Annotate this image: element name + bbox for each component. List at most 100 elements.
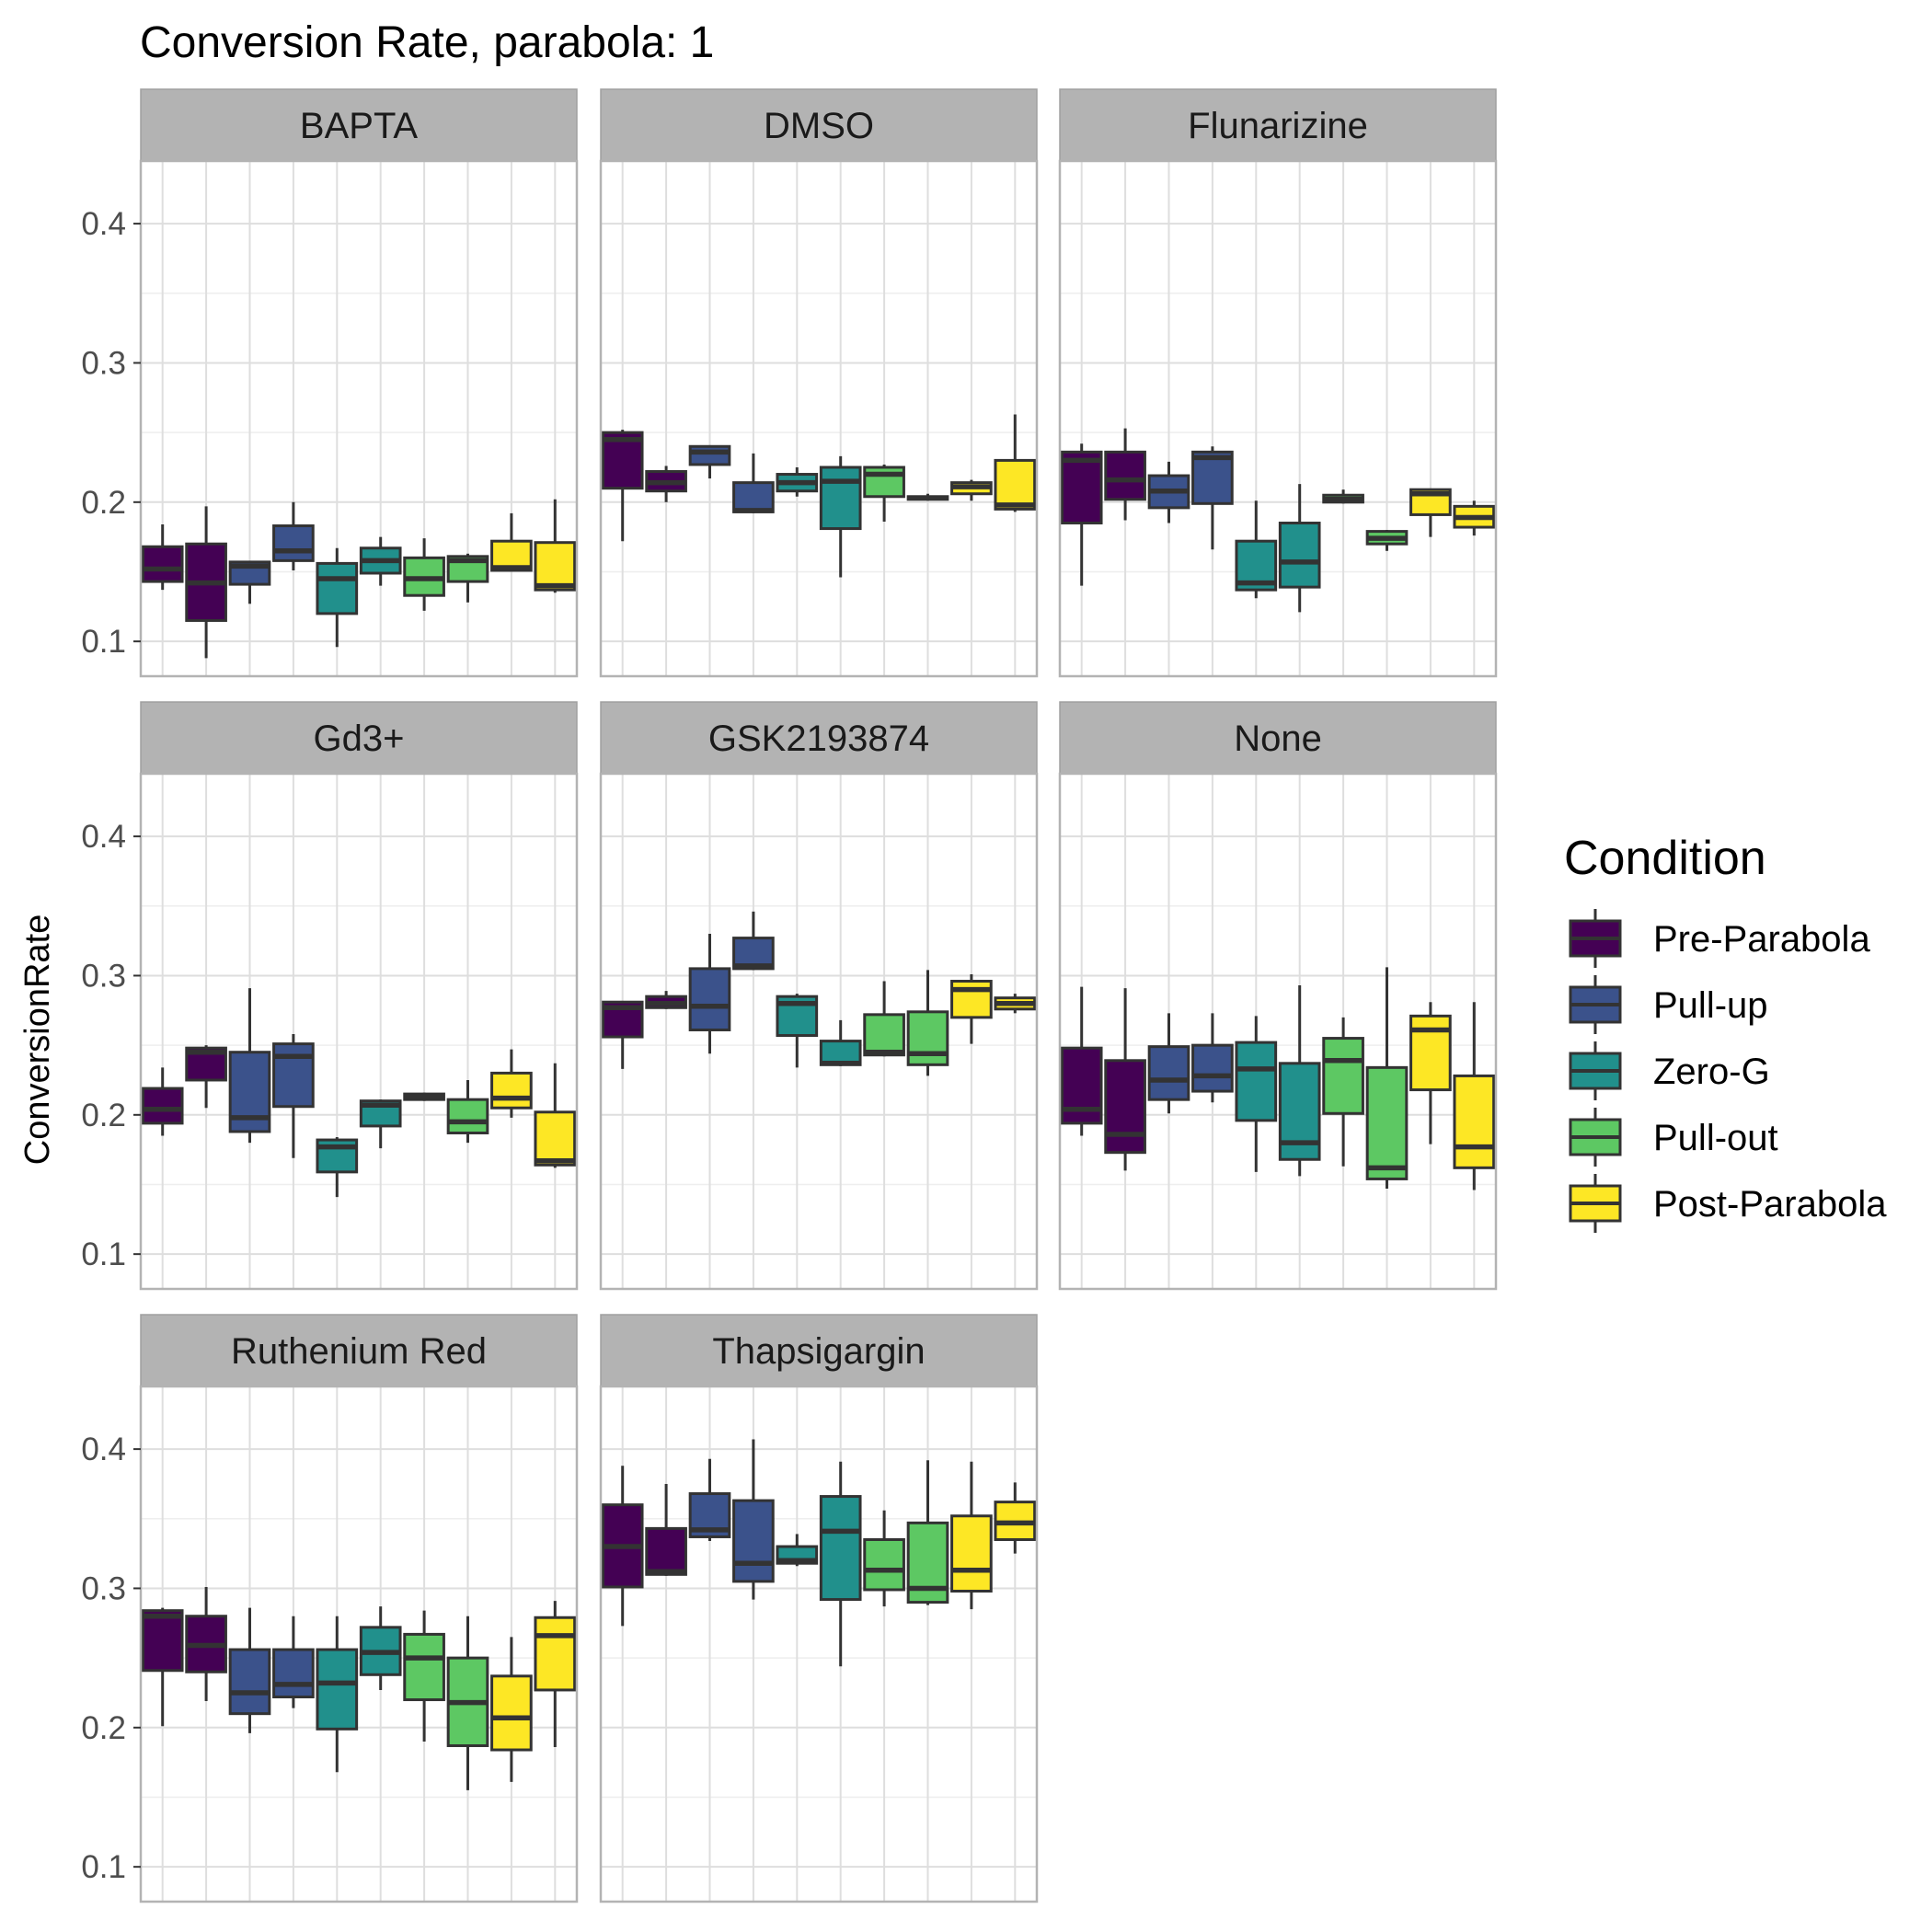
box-zero-g <box>776 466 819 497</box>
legend-items: Pre-Parabola Pull-up Zero-G Pull-out Post-Pa… <box>1569 909 1887 1233</box>
box-zero-g <box>776 994 819 1068</box>
box-pre-parabola <box>1104 428 1146 521</box>
legend-label: Pull-out <box>1653 1118 1778 1158</box>
box-post-parabola <box>950 479 993 501</box>
box-pull-out <box>1322 489 1364 504</box>
box-pre-parabola <box>141 524 184 591</box>
box-zero-g <box>316 547 359 648</box>
box-iqr <box>316 1648 359 1731</box>
box-iqr <box>1191 450 1234 505</box>
box-iqr <box>1409 1014 1452 1092</box>
box-zero-g <box>1278 484 1321 613</box>
facet-strip <box>140 701 578 775</box>
facet-strip-label: Flunarizine <box>1188 106 1368 146</box>
box-pull-up <box>228 988 271 1144</box>
box-iqr <box>1278 522 1321 589</box>
box-zero-g <box>776 1534 819 1567</box>
facet-strip-label: None <box>1234 719 1322 759</box>
box-pre-parabola <box>601 1000 644 1069</box>
facet-strip-label: BAPTA <box>300 106 419 146</box>
legend-item-pull-up: Pull-up <box>1569 975 1768 1034</box>
box-iqr <box>688 444 731 466</box>
y-tick-label: 0.1 <box>81 624 126 660</box>
facet-thapsigargin: Thapsigargin <box>599 1314 1039 1903</box>
box-post-parabola <box>534 1601 577 1747</box>
box-post-parabola <box>1409 488 1452 537</box>
legend-label: Pre-Parabola <box>1653 919 1870 960</box>
box-pull-up <box>272 1034 315 1158</box>
box-zero-g <box>1235 500 1278 599</box>
box-pull-up <box>1147 461 1190 523</box>
box-iqr <box>228 1648 271 1716</box>
box-iqr <box>272 1042 315 1109</box>
box-pull-up <box>272 501 315 570</box>
box-pull-out <box>1322 1017 1364 1167</box>
box-pre-parabola <box>1060 443 1103 586</box>
box-zero-g <box>819 1019 862 1066</box>
box-post-parabola <box>994 1482 1037 1554</box>
box-pull-out <box>863 981 905 1057</box>
box-iqr <box>1235 1041 1278 1122</box>
box-zero-g <box>1278 985 1321 1177</box>
box-post-parabola <box>534 1063 577 1168</box>
box-pre-parabola <box>1104 988 1146 1171</box>
y-tick-label: 0.3 <box>81 1570 126 1606</box>
panel-background <box>601 161 1037 676</box>
box-post-parabola <box>950 1461 993 1610</box>
box-pre-parabola <box>645 991 687 1009</box>
box-iqr <box>141 545 184 583</box>
facet-gd3: Gd3+ 0.1 0.2 0.3 0.4 <box>81 701 579 1291</box>
box-zero-g <box>819 455 862 578</box>
legend-item-post-parabola: Post-Parabola <box>1569 1174 1887 1233</box>
panel-border <box>1058 159 1498 678</box>
legend-item-pre-parabola: Pre-Parabola <box>1569 909 1870 968</box>
facet-strip <box>1059 88 1497 162</box>
box-pull-up <box>1147 1013 1190 1114</box>
box-pull-up <box>732 911 775 971</box>
panel-border <box>139 159 579 678</box>
facet-bapta: BAPTA 0.1 0.2 0.3 0.4 <box>81 88 579 678</box>
box-pre-parabola <box>645 1483 687 1576</box>
legend-label: Pull-up <box>1653 985 1768 1026</box>
box-iqr <box>950 1514 993 1593</box>
facet-strip-label: Thapsigargin <box>712 1331 925 1372</box>
box-pre-parabola <box>141 1607 184 1727</box>
box-post-parabola <box>1409 1002 1452 1144</box>
box-iqr <box>688 967 731 1031</box>
box-iqr <box>732 481 775 513</box>
box-iqr <box>819 1495 862 1602</box>
box-iqr <box>403 1632 445 1702</box>
panel-border <box>599 159 1039 678</box>
box-pre-parabola <box>601 1466 644 1627</box>
box-zero-g <box>316 1616 359 1773</box>
y-tick-label: 0.4 <box>81 819 126 855</box>
box-iqr <box>1104 1059 1146 1155</box>
legend-title: Condition <box>1564 832 1766 885</box>
box-iqr <box>906 1010 949 1066</box>
box-iqr <box>1147 1045 1190 1101</box>
box-pull-up <box>272 1616 315 1708</box>
box-pull-up <box>732 453 775 513</box>
box-iqr <box>316 561 359 615</box>
panel-background <box>141 774 577 1289</box>
box-pull-out <box>906 493 949 501</box>
box-pre-parabola <box>1060 986 1103 1136</box>
facet-flunarizine: Flunarizine <box>1058 88 1498 678</box>
box-post-parabola <box>490 512 533 572</box>
box-iqr <box>645 1526 687 1576</box>
panel-background <box>1060 161 1496 676</box>
box-post-parabola <box>994 994 1037 1014</box>
box-pull-out <box>403 1092 445 1101</box>
box-post-parabola <box>490 1049 533 1118</box>
box-pull-out <box>906 1460 949 1605</box>
box-iqr <box>1453 1074 1496 1169</box>
box-zero-g <box>359 536 402 586</box>
y-axis-title: ConversionRate <box>18 914 57 1165</box>
facet-strip <box>1059 701 1497 775</box>
facet-none: None <box>1058 701 1498 1291</box>
box-iqr <box>863 1013 905 1057</box>
y-tick-label: 0.3 <box>81 345 126 381</box>
box-zero-g <box>359 1099 402 1149</box>
facet-strip-label: Ruthenium Red <box>231 1331 487 1372</box>
